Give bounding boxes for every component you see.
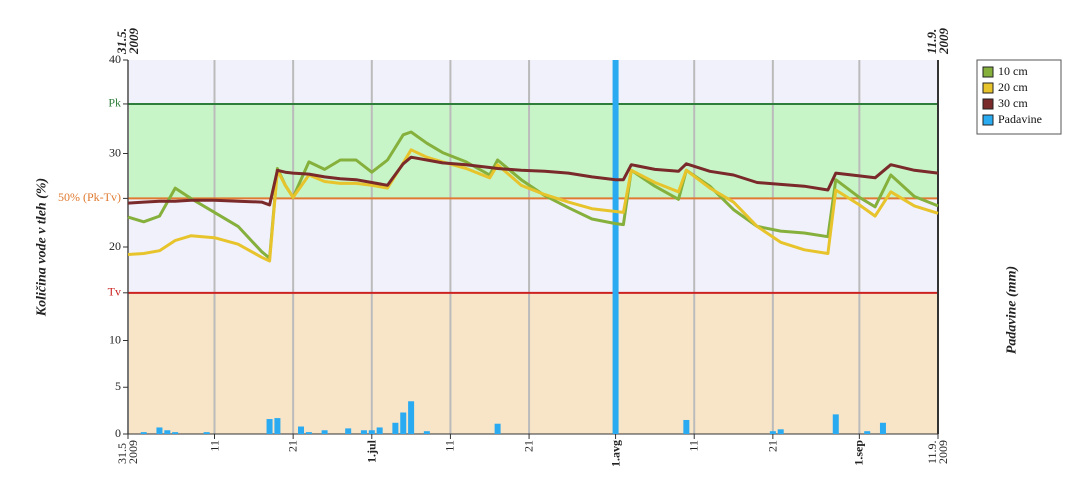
precipitation-bar <box>274 418 281 434</box>
y2-axis-label: Padavine (mm) <box>1004 265 1020 355</box>
legend-swatch <box>982 82 994 94</box>
x-tick-label: 21 <box>765 440 780 452</box>
series-line <box>127 155 939 207</box>
y-tick-label: 40 <box>109 52 121 66</box>
legend-label: 10 cm <box>998 64 1028 78</box>
legend-label: Padavine <box>998 112 1042 126</box>
precipitation-bar <box>777 429 784 434</box>
y-tick-label: 30 <box>109 145 121 159</box>
x-tick-label: 11 <box>686 440 701 452</box>
precipitation-bar <box>345 428 352 434</box>
y-tick-label: Tv <box>108 285 121 299</box>
x-tick-label: 1.sep <box>851 440 866 466</box>
y-tick-label: Pk <box>108 96 121 110</box>
precipitation-bar <box>360 430 367 434</box>
precipitation-bar <box>172 432 179 434</box>
x-tick-label: 11.9. 2009 <box>925 440 950 464</box>
precipitation-bar <box>203 432 210 434</box>
y-tick-label: 50% (Pk-Tv) <box>58 190 121 204</box>
legend-label: 20 cm <box>998 80 1028 94</box>
precipitation-bar <box>266 419 273 434</box>
precipitation-bar <box>140 432 147 434</box>
precipitation-bar <box>392 422 399 434</box>
precipitation-bar <box>832 414 839 434</box>
precipitation-bar <box>494 423 501 434</box>
band <box>128 60 938 104</box>
precipitation-bar <box>423 431 430 434</box>
y-tick-label: 10 <box>109 332 121 346</box>
y-tick-label: 20 <box>109 239 121 253</box>
precipitation-bar <box>321 430 328 434</box>
precipitation-bar <box>298 426 305 434</box>
y-tick-label: 0 <box>115 426 121 440</box>
x-tick-label: 1.jul <box>364 440 379 464</box>
precipitation-bar <box>408 401 415 434</box>
x-tick-label: 11 <box>207 440 221 452</box>
legend-swatch <box>982 98 994 110</box>
y-axis-label: Količina vode v tleh (%) <box>34 177 50 317</box>
precipitation-bar <box>683 419 690 434</box>
top-date-label: 11.9. 2009 <box>924 28 951 54</box>
precipitation-bar <box>305 432 312 434</box>
x-tick-label: 31.5 2009 <box>115 440 140 464</box>
legend-swatch <box>982 66 994 78</box>
legend-swatch <box>982 114 994 126</box>
band <box>128 292 938 434</box>
precipitation-bar <box>769 431 776 434</box>
top-date-label: 31.5. 2009 <box>114 28 141 54</box>
x-tick-label: 21 <box>285 440 300 452</box>
y-tick-label: 5 <box>115 379 121 393</box>
precipitation-bar <box>376 427 383 434</box>
x-tick-label: 21 <box>521 440 536 452</box>
band <box>128 103 938 199</box>
x-tick-label: 1.avg <box>608 440 623 467</box>
precipitation-bar <box>368 430 375 434</box>
band <box>128 198 938 293</box>
precipitation-bar <box>879 422 886 434</box>
precipitation-bar <box>164 430 171 434</box>
precipitation-bar <box>156 427 163 434</box>
series-line <box>127 148 939 263</box>
precipitation-bar <box>864 431 871 434</box>
x-tick-label: 11 <box>442 440 457 452</box>
precipitation-bar <box>612 60 619 434</box>
legend-label: 30 cm <box>998 96 1028 110</box>
precipitation-bar <box>400 412 407 434</box>
